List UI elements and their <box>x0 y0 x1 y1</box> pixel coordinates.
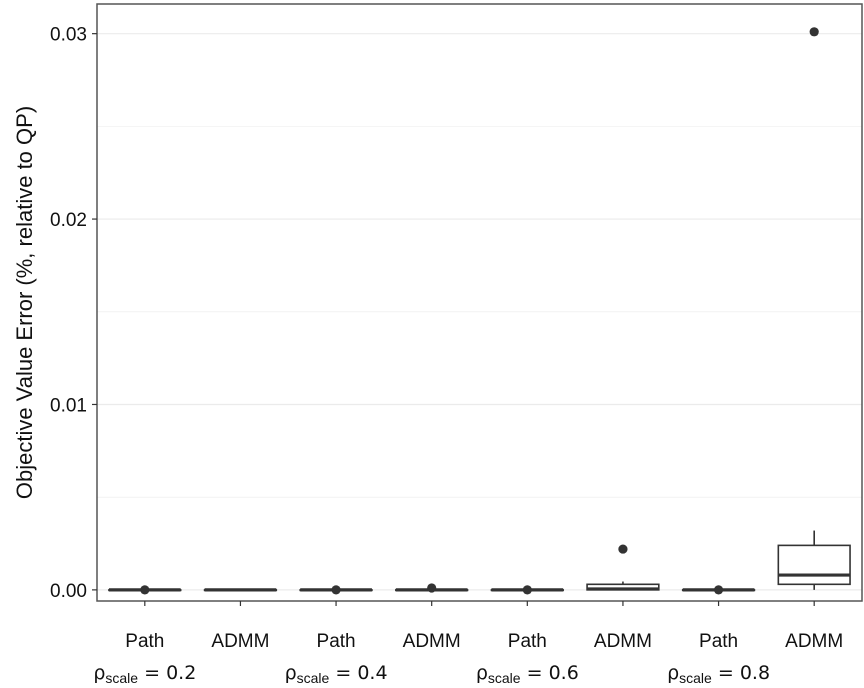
box-path <box>490 585 564 595</box>
box-admm <box>586 544 660 591</box>
x-group-label: ρscale = 0.2 <box>93 662 196 686</box>
box-iqr <box>777 544 851 586</box>
outlier-point <box>809 27 819 37</box>
x-group-label: ρscale = 0.4 <box>285 662 388 686</box>
x-tick-label: ADMM <box>785 631 843 652</box>
y-tick-label: 0.01 <box>50 395 87 416</box>
outlier-point <box>713 585 724 595</box>
outlier-point <box>331 585 341 595</box>
outlier-point <box>522 585 532 595</box>
outlier-point <box>618 544 628 554</box>
y-tick-label: 0.00 <box>50 581 87 602</box>
box-admm <box>777 27 851 590</box>
x-tick-label: Path <box>699 631 738 652</box>
box-admm <box>203 588 278 592</box>
x-tick-label: Path <box>508 631 547 652</box>
axis-layer: 0.00 0.01 0.02 0.03 Path ADMM Path ADMM Path ADMM… <box>50 25 843 686</box>
y-axis-title: Objective Value Error (%, relative to QP… <box>12 106 37 499</box>
outlier-point <box>140 585 150 595</box>
x-tick-label: Path <box>125 631 164 652</box>
y-tick-label: 0.02 <box>50 210 87 231</box>
x-tick-label: ADMM <box>403 631 461 652</box>
box-path <box>108 585 182 595</box>
x-group-label: ρscale = 0.8 <box>667 662 770 686</box>
x-group-label: ρscale = 0.6 <box>476 662 579 686</box>
x-tick-label: ADMM <box>594 631 652 652</box>
grid-layer <box>97 33 862 591</box>
box-path <box>681 585 756 595</box>
x-tick-label: ADMM <box>211 631 269 652</box>
box-layer <box>108 27 851 595</box>
x-tick-label: Path <box>317 631 356 652</box>
y-tick-label: 0.03 <box>50 25 87 46</box>
box-admm <box>395 583 469 593</box>
outlier-point <box>427 583 437 593</box>
plot-panel-border <box>96 3 863 602</box>
box-path <box>299 585 373 595</box>
